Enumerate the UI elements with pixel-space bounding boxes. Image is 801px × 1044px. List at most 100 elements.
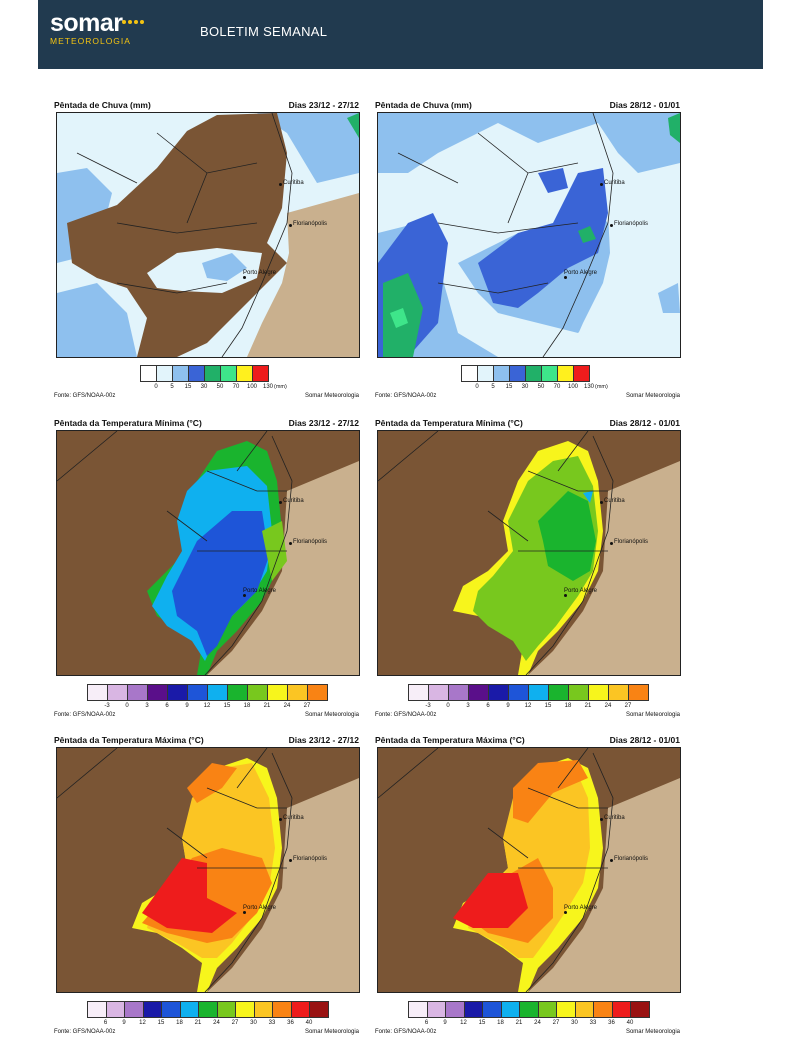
legend-tick-label: 30	[200, 384, 208, 390]
legend-tick-label: 3	[466, 703, 470, 709]
city-label-porto-alegre: Porto Alegre	[243, 905, 277, 911]
rain-panel-1: Pêntada de Chuva (mm) Dias 23/12 - 27/12 …	[54, 100, 360, 405]
source-label: Fonte: GFS/NOAA-00z	[375, 393, 437, 399]
legend-swatch	[461, 365, 478, 382]
credit-label: Somar Meteorologia	[304, 1029, 359, 1035]
legend-tick-label: 21	[515, 1020, 523, 1026]
legend-tick-label: 33	[268, 1020, 276, 1026]
panel-period: Dias 28/12 - 01/01	[609, 100, 680, 110]
panel-period: Dias 23/12 - 27/12	[288, 100, 359, 110]
legend-swatch	[147, 684, 168, 701]
legend-swatch	[608, 684, 629, 701]
tmin-panel-1: Pêntada da Temperatura Mínima (°C) Dias 2…	[54, 418, 360, 723]
rain-legend: 0 5 15 30 50 70 100 130 (mm)	[54, 365, 359, 399]
city-label-porto-alegre: Porto Alegre	[243, 588, 277, 594]
legend-tick-label: 21	[584, 703, 592, 709]
city-label-curitiba: Curitiba	[604, 815, 625, 821]
legend-tick-label: 12	[524, 703, 532, 709]
legend-tick-label: 24	[604, 703, 612, 709]
legend-tick-label: 3	[145, 703, 149, 709]
legend-tick-label: 24	[534, 1020, 541, 1026]
legend-tick-label: 6	[424, 1020, 429, 1026]
legend-swatch	[519, 1001, 539, 1018]
legend-swatch	[468, 684, 489, 701]
legend-tick-label: 0	[475, 384, 479, 390]
city-label-florianopolis: Florianópolis	[614, 221, 649, 227]
legend-swatch	[307, 684, 328, 701]
city-label-porto-alegre: Porto Alegre	[564, 270, 598, 276]
legend-unit: (mm)	[274, 384, 287, 390]
credit-label: Somar Meteorologia	[625, 712, 680, 718]
legend-swatch	[508, 684, 529, 701]
legend-tick-label: 27	[231, 1020, 239, 1026]
legend-swatch	[252, 365, 269, 382]
legend-swatch	[272, 1001, 292, 1018]
legend-tick-label: 15	[223, 703, 231, 709]
legend-swatch	[216, 1001, 236, 1018]
legend-swatch	[105, 1001, 125, 1018]
legend-swatch	[488, 684, 509, 701]
legend-swatch	[127, 684, 148, 701]
panel-title: Pêntada da Temperatura Máxima (°C)	[54, 735, 204, 745]
legend-tick-label: 5	[170, 384, 174, 390]
legend-swatch	[426, 1001, 446, 1018]
legend-tick-label: 12	[460, 1020, 467, 1026]
legend-tick-label: 40	[626, 1020, 634, 1026]
legend-swatch	[253, 1001, 273, 1018]
legend-tick-label: 36	[608, 1020, 615, 1026]
legend-swatch	[204, 365, 221, 382]
legend-swatch	[445, 1001, 465, 1018]
legend-swatch	[290, 1001, 310, 1018]
legend-tick-label: 5	[491, 384, 495, 390]
legend-tick-label: 24	[213, 1020, 220, 1026]
legend-swatch	[188, 365, 205, 382]
logo-wordmark: somar	[50, 9, 123, 37]
legend-swatch	[556, 1001, 576, 1018]
legend-tick-label: -3	[425, 703, 431, 709]
legend-swatch	[235, 1001, 255, 1018]
legend-tick-label: 24	[283, 703, 291, 709]
tmax-panel-2: Pêntada da Temperatura Máxima (°C) Dias 2…	[375, 735, 681, 1040]
legend-swatch	[428, 684, 449, 701]
legend-tick-label: 18	[497, 1020, 504, 1026]
city-label-curitiba: Curitiba	[283, 180, 304, 186]
credit-label: Somar Meteorologia	[625, 1029, 680, 1035]
legend-swatch	[611, 1001, 631, 1018]
legend-tick-label: 70	[553, 384, 561, 390]
city-label-florianopolis: Florianópolis	[293, 221, 328, 227]
tmax-panel-1: Pêntada da Temperatura Máxima (°C) Dias 2…	[54, 735, 360, 1040]
source-label: Fonte: GFS/NOAA-00z	[54, 712, 116, 718]
panel-title: Pêntada da Temperatura Máxima (°C)	[375, 735, 525, 745]
legend-tick-label: 12	[203, 703, 211, 709]
legend-tick-label: 15	[544, 703, 552, 709]
legend-swatch	[588, 684, 609, 701]
legend-tick-label: 130	[262, 384, 274, 390]
legend-swatch	[227, 684, 248, 701]
legend-swatch	[630, 1001, 650, 1018]
legend-swatch	[528, 684, 549, 701]
legend-swatch	[568, 684, 589, 701]
tmin-map: Curitiba Florianópolis Porto Alegre	[56, 430, 360, 676]
legend-swatch	[525, 365, 542, 382]
logo-dots-icon	[122, 11, 148, 24]
legend-swatch	[187, 684, 208, 701]
legend-tick-label: 21	[194, 1020, 202, 1026]
somar-logo: somar METEOROLOGIA	[50, 9, 160, 57]
legend-tick-label: 6	[165, 703, 169, 709]
legend-swatch	[172, 365, 189, 382]
city-label-florianopolis: Florianópolis	[293, 856, 328, 862]
legend-swatch	[87, 1001, 107, 1018]
panel-title: Pêntada da Temperatura Mínima (°C)	[54, 418, 202, 428]
legend-swatch	[493, 365, 510, 382]
source-label: Fonte: GFS/NOAA-00z	[54, 1029, 116, 1035]
city-label-porto-alegre: Porto Alegre	[564, 905, 598, 911]
legend-tick-label: 0	[154, 384, 158, 390]
legend-tick-label: 15	[478, 1020, 486, 1026]
legend-tick-label: 9	[185, 703, 189, 709]
legend-swatch	[142, 1001, 162, 1018]
legend-unit: (mm)	[595, 384, 608, 390]
legend-swatch	[557, 365, 574, 382]
credit-label: Somar Meteorologia	[304, 393, 359, 399]
city-label-porto-alegre: Porto Alegre	[564, 588, 598, 594]
city-label-curitiba: Curitiba	[283, 498, 304, 504]
